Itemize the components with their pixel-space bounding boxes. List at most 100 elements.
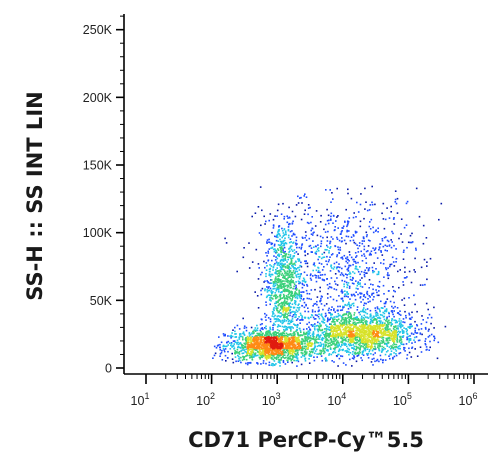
- data-point: [381, 350, 383, 353]
- data-point: [276, 296, 279, 298]
- data-point: [306, 347, 308, 350]
- data-point: [290, 306, 292, 308]
- data-point: [276, 257, 279, 260]
- data-point: [265, 341, 268, 344]
- data-point: [359, 337, 361, 340]
- data-point: [312, 331, 315, 333]
- data-point: [227, 350, 229, 353]
- data-point: [335, 334, 338, 337]
- data-point: [355, 268, 358, 270]
- data-point: [346, 220, 349, 223]
- data-point: [281, 280, 284, 283]
- data-point: [277, 286, 280, 289]
- data-point: [293, 249, 296, 251]
- data-point: [271, 358, 273, 360]
- data-point: [359, 332, 361, 334]
- data-point: [276, 342, 278, 344]
- data-point: [394, 290, 396, 293]
- data-point: [289, 250, 291, 252]
- data-point: [408, 341, 410, 343]
- data-point: [282, 347, 285, 350]
- data-point: [316, 234, 319, 237]
- data-point: [344, 293, 346, 296]
- data-point: [346, 317, 348, 319]
- data-point: [266, 295, 269, 297]
- data-point: [289, 314, 291, 317]
- data-point: [321, 315, 323, 318]
- data-point: [271, 231, 273, 234]
- data-point: [376, 324, 378, 327]
- data-point: [383, 332, 385, 335]
- data-point: [363, 304, 365, 307]
- data-point: [378, 349, 381, 352]
- data-point: [283, 299, 286, 301]
- data-point: [392, 340, 394, 342]
- data-point: [393, 330, 395, 332]
- data-point: [306, 285, 309, 287]
- data-point: [367, 298, 369, 300]
- data-point: [289, 357, 292, 360]
- data-point: [281, 345, 283, 347]
- data-point: [333, 215, 335, 217]
- data-point: [355, 339, 357, 341]
- data-point: [314, 314, 317, 316]
- data-point: [353, 241, 356, 244]
- data-point: [364, 343, 366, 346]
- data-point: [301, 243, 304, 245]
- data-point: [337, 310, 339, 312]
- data-point: [332, 317, 334, 320]
- data-point: [394, 319, 397, 322]
- data-point: [386, 239, 389, 242]
- data-point: [341, 338, 344, 340]
- x-axis-ticks: 101 102 103 104 105 106: [131, 374, 477, 408]
- data-point: [355, 345, 357, 348]
- data-point: [305, 333, 307, 336]
- data-point: [284, 325, 286, 328]
- data-point: [282, 361, 285, 364]
- data-point: [366, 209, 369, 212]
- data-point: [283, 285, 285, 288]
- data-point: [278, 303, 280, 306]
- data-point: [298, 307, 300, 309]
- data-point: [285, 320, 288, 322]
- data-point: [368, 267, 371, 269]
- data-point: [366, 330, 368, 333]
- data-point: [363, 253, 365, 255]
- data-point: [212, 357, 214, 359]
- data-point: [350, 293, 353, 296]
- data-point: [360, 320, 363, 322]
- data-point: [291, 275, 293, 278]
- data-point: [345, 260, 347, 263]
- data-point: [255, 336, 258, 338]
- data-point: [346, 304, 348, 307]
- data-point: [269, 318, 272, 320]
- data-point: [276, 345, 279, 348]
- data-point: [384, 329, 387, 331]
- data-point: [252, 345, 254, 348]
- data-point: [320, 295, 323, 297]
- data-point: [288, 343, 291, 345]
- data-point: [276, 262, 278, 264]
- data-point: [392, 307, 395, 309]
- data-point: [356, 306, 359, 308]
- data-point: [280, 351, 282, 354]
- data-point: [333, 229, 336, 232]
- data-point: [400, 233, 402, 235]
- data-point: [224, 333, 226, 336]
- data-point: [249, 361, 252, 364]
- data-point: [354, 252, 357, 254]
- data-point: [414, 341, 416, 343]
- data-point: [291, 230, 293, 232]
- data-point: [332, 351, 334, 354]
- data-point: [414, 331, 416, 334]
- data-point: [280, 281, 283, 283]
- data-point: [332, 335, 334, 338]
- data-point: [303, 333, 305, 336]
- data-point: [384, 348, 386, 350]
- data-point: [275, 358, 278, 360]
- data-point: [352, 344, 355, 346]
- data-point: [317, 247, 320, 249]
- data-point: [291, 315, 294, 318]
- data-point: [281, 307, 283, 310]
- data-point: [286, 326, 289, 329]
